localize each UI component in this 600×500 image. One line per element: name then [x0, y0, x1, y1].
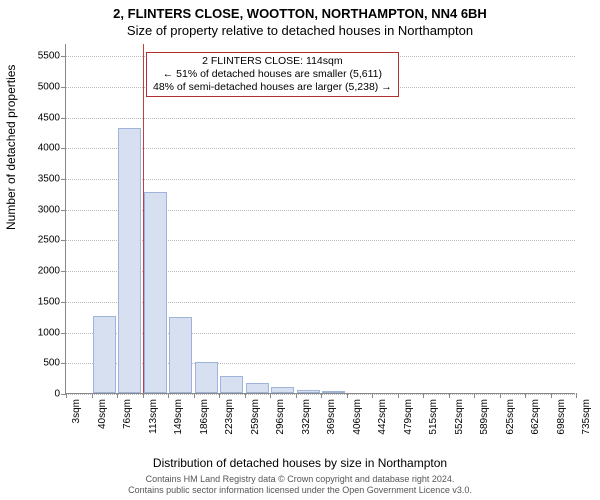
- xtick-label: 552sqm: [454, 399, 465, 435]
- histogram-bar: [195, 362, 218, 393]
- footer-attribution: Contains HM Land Registry data © Crown c…: [0, 474, 600, 496]
- xtick-label: 3sqm: [71, 399, 82, 423]
- footer-line2: Contains public sector information licen…: [0, 485, 600, 496]
- property-marker-line: [143, 44, 144, 393]
- xtick-mark: [525, 393, 526, 398]
- ytick-mark: [61, 240, 66, 241]
- xtick-mark: [219, 393, 220, 398]
- xtick-label: 589sqm: [479, 399, 490, 435]
- histogram-bar: [297, 390, 320, 393]
- ytick-label: 3000: [38, 204, 60, 215]
- xtick-mark: [474, 393, 475, 398]
- ytick-label: 1500: [38, 296, 60, 307]
- xtick-label: 515sqm: [428, 399, 439, 435]
- xtick-label: 662sqm: [530, 399, 541, 435]
- xtick-mark: [423, 393, 424, 398]
- xtick-label: 113sqm: [148, 399, 159, 434]
- xtick-mark: [372, 393, 373, 398]
- xtick-mark: [576, 393, 577, 398]
- xtick-mark: [347, 393, 348, 398]
- ytick-mark: [61, 271, 66, 272]
- ytick-mark: [61, 363, 66, 364]
- xtick-mark: [194, 393, 195, 398]
- ytick-mark: [61, 210, 66, 211]
- plot-area: 0500100015002000250030003500400045005000…: [65, 44, 575, 394]
- xtick-label: 223sqm: [224, 399, 235, 435]
- xtick-mark: [168, 393, 169, 398]
- histogram-bar: [271, 387, 294, 393]
- ytick-label: 1000: [38, 327, 60, 338]
- annotation-line: 2 FLINTERS CLOSE: 114sqm: [153, 55, 392, 68]
- ytick-mark: [61, 87, 66, 88]
- histogram-bar: [322, 391, 345, 393]
- xtick-label: 735sqm: [581, 399, 592, 435]
- ytick-label: 3500: [38, 174, 60, 185]
- xtick-label: 76sqm: [122, 399, 133, 429]
- histogram-bar: [169, 317, 192, 393]
- ytick-label: 5500: [38, 51, 60, 62]
- ytick-mark: [61, 333, 66, 334]
- xtick-mark: [321, 393, 322, 398]
- chart-title-sub: Size of property relative to detached ho…: [0, 21, 600, 38]
- ytick-mark: [61, 118, 66, 119]
- histogram-bar: [220, 376, 243, 393]
- xtick-mark: [245, 393, 246, 398]
- xtick-mark: [296, 393, 297, 398]
- xtick-mark: [92, 393, 93, 398]
- xtick-label: 479sqm: [403, 399, 414, 435]
- xtick-label: 332sqm: [301, 399, 312, 435]
- annotation-line: ← 51% of detached houses are smaller (5,…: [153, 68, 392, 81]
- xtick-mark: [500, 393, 501, 398]
- ytick-label: 0: [54, 389, 60, 400]
- ytick-label: 4500: [38, 112, 60, 123]
- xtick-mark: [398, 393, 399, 398]
- ytick-mark: [61, 179, 66, 180]
- xtick-label: 442sqm: [377, 399, 388, 435]
- footer-line1: Contains HM Land Registry data © Crown c…: [0, 474, 600, 485]
- chart-title-address: 2, FLINTERS CLOSE, WOOTTON, NORTHAMPTON,…: [0, 0, 600, 21]
- xtick-label: 186sqm: [199, 399, 210, 435]
- xtick-mark: [270, 393, 271, 398]
- histogram-bar: [93, 316, 116, 393]
- xtick-label: 625sqm: [505, 399, 516, 435]
- xtick-label: 369sqm: [326, 399, 337, 435]
- ytick-label: 4000: [38, 143, 60, 154]
- xtick-mark: [143, 393, 144, 398]
- xtick-label: 296sqm: [275, 399, 286, 435]
- xtick-label: 259sqm: [250, 399, 261, 435]
- histogram-bar: [144, 192, 167, 393]
- ytick-label: 500: [43, 358, 60, 369]
- x-axis-label: Distribution of detached houses by size …: [0, 456, 600, 470]
- xtick-label: 406sqm: [352, 399, 363, 435]
- y-axis-label: Number of detached properties: [4, 65, 18, 230]
- annotation-line: 48% of semi-detached houses are larger (…: [153, 81, 392, 94]
- ytick-mark: [61, 148, 66, 149]
- xtick-mark: [449, 393, 450, 398]
- xtick-mark: [117, 393, 118, 398]
- xtick-label: 698sqm: [556, 399, 567, 435]
- ytick-mark: [61, 56, 66, 57]
- ytick-label: 2500: [38, 235, 60, 246]
- histogram-bar: [118, 128, 141, 393]
- ytick-mark: [61, 302, 66, 303]
- histogram-bar: [246, 383, 269, 393]
- xtick-label: 149sqm: [173, 399, 184, 435]
- xtick-mark: [66, 393, 67, 398]
- xtick-mark: [551, 393, 552, 398]
- ytick-label: 5000: [38, 81, 60, 92]
- ytick-label: 2000: [38, 266, 60, 277]
- annotation-box: 2 FLINTERS CLOSE: 114sqm← 51% of detache…: [146, 52, 399, 97]
- xtick-label: 40sqm: [97, 399, 108, 429]
